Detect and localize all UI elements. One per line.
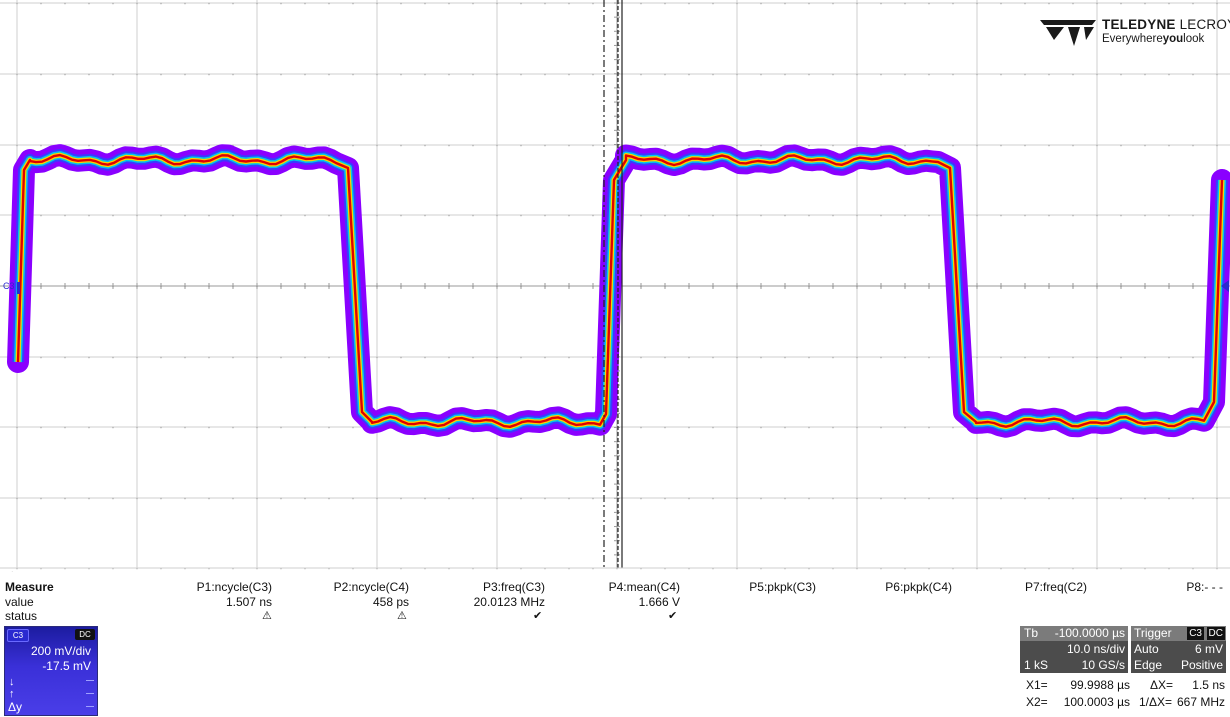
trigger-level-marker[interactable] <box>1221 280 1229 292</box>
trigger-type: Edge <box>1134 658 1163 672</box>
tagline-bold: you <box>1162 33 1184 45</box>
param-p6-header[interactable]: P6:pkpk(C4) <box>885 580 952 594</box>
cursor-inv-dx-label: 1/ΔX= <box>1139 695 1173 709</box>
param-p5-header[interactable]: P5:pkpk(C3) <box>749 580 816 594</box>
timebase-label: Tb <box>1024 626 1039 640</box>
delta-y-label: Δy <box>8 700 23 714</box>
tagline-post: look <box>1183 33 1205 45</box>
cursor-x1-label: X1= <box>1026 678 1048 692</box>
measure-row-value: value <box>5 595 34 609</box>
tick-mark <box>86 706 94 707</box>
timebase-rate: 10 GS/s <box>1081 658 1125 672</box>
trigger-slope: Positive <box>1180 658 1223 672</box>
trace-ground-marker[interactable] <box>17 282 20 294</box>
trigger-source-badge: C3 <box>1187 627 1204 640</box>
teledyne-lecroy-logo: TELEDYNE LECROY Everywhereyoulook <box>1040 14 1230 54</box>
channel-id-badge: C3 <box>7 629 29 642</box>
trigger-coupling-badge: DC <box>1206 627 1225 640</box>
trigger-descriptor[interactable]: Trigger C3 DC Auto 6 mV Edge Positive <box>1131 626 1226 673</box>
param-p4-value: 1.666 V <box>638 595 680 609</box>
timebase-scale: 10.0 ns/div <box>1066 642 1125 656</box>
channel-coupling-badge: DC <box>75 629 95 640</box>
measure-table[interactable]: Measure value status P1:ncycle(C3) 1.507… <box>0 576 1230 624</box>
channel-c3-descriptor[interactable]: C3 DC 200 mV/div -17.5 mV ↓ ↑ Δy <box>4 626 98 716</box>
tick-mark <box>86 680 94 681</box>
cursor-x2-label: X2= <box>1026 695 1048 709</box>
timebase-descriptor[interactable]: Tb -100.0000 µs 10.0 ns/div 1 kS 10 GS/s <box>1020 626 1128 673</box>
param-p4-header[interactable]: P4:mean(C4) <box>608 580 680 594</box>
cursor-dx-value: 1.5 ns <box>1192 678 1225 692</box>
trigger-mode: Auto <box>1134 642 1159 656</box>
param-p8-header[interactable]: P8:- - - <box>1186 580 1223 594</box>
left-arrow-icon: ← <box>8 564 20 572</box>
trace-channel-label: C3 <box>3 281 15 291</box>
tagline-pre: Everywhere <box>1102 33 1163 45</box>
warning-icon: ⚠ <box>262 610 272 622</box>
waveform-grid[interactable]: C3 ← <box>0 0 1230 572</box>
checkmark-icon: ✔ <box>533 610 543 622</box>
measure-title: Measure <box>5 580 54 594</box>
waveform-trace <box>7 144 1230 438</box>
param-p1-header[interactable]: P1:ncycle(C3) <box>196 580 272 594</box>
warning-icon: ⚠ <box>397 610 407 622</box>
timebase-delay: -100.0000 µs <box>1054 626 1125 640</box>
param-p2-header[interactable]: P2:ncycle(C4) <box>333 580 409 594</box>
cursor-dx-label: ΔX= <box>1150 678 1174 692</box>
cursor-inv-dx-value: 667 MHz <box>1176 695 1225 709</box>
param-p3-value: 20.0123 MHz <box>473 595 545 609</box>
cursor-x2-value: 100.0003 µs <box>1063 695 1130 709</box>
channel-scale: 200 mV/div <box>30 644 91 658</box>
measure-row-status: status <box>5 609 38 623</box>
down-arrow-icon: ↓ <box>9 676 15 688</box>
param-p3-header[interactable]: P3:freq(C3) <box>482 580 545 594</box>
trigger-level: 6 mV <box>1194 642 1223 656</box>
trigger-label: Trigger <box>1134 626 1172 640</box>
up-arrow-icon: ↑ <box>9 688 15 700</box>
teledyne-logo-icon <box>1040 20 1096 46</box>
cursor-readout: X1= 99.9988 µs X2= 100.0003 µs ΔX= 1.5 n… <box>1020 676 1226 714</box>
param-p7-header[interactable]: P7:freq(C2) <box>1024 580 1087 594</box>
checkmark-icon: ✔ <box>668 610 678 622</box>
tick-mark <box>86 693 94 694</box>
cursor-x1-value: 99.9988 µs <box>1070 678 1130 692</box>
timebase-samples: 1 kS <box>1024 658 1049 672</box>
channel-offset: -17.5 mV <box>42 659 91 673</box>
brand-name-thin: LECROY <box>1179 17 1230 32</box>
param-p2-value: 458 ps <box>372 595 409 609</box>
brand-name-bold: TELEDYNE <box>1102 17 1176 32</box>
param-p1-value: 1.507 ns <box>225 595 272 609</box>
